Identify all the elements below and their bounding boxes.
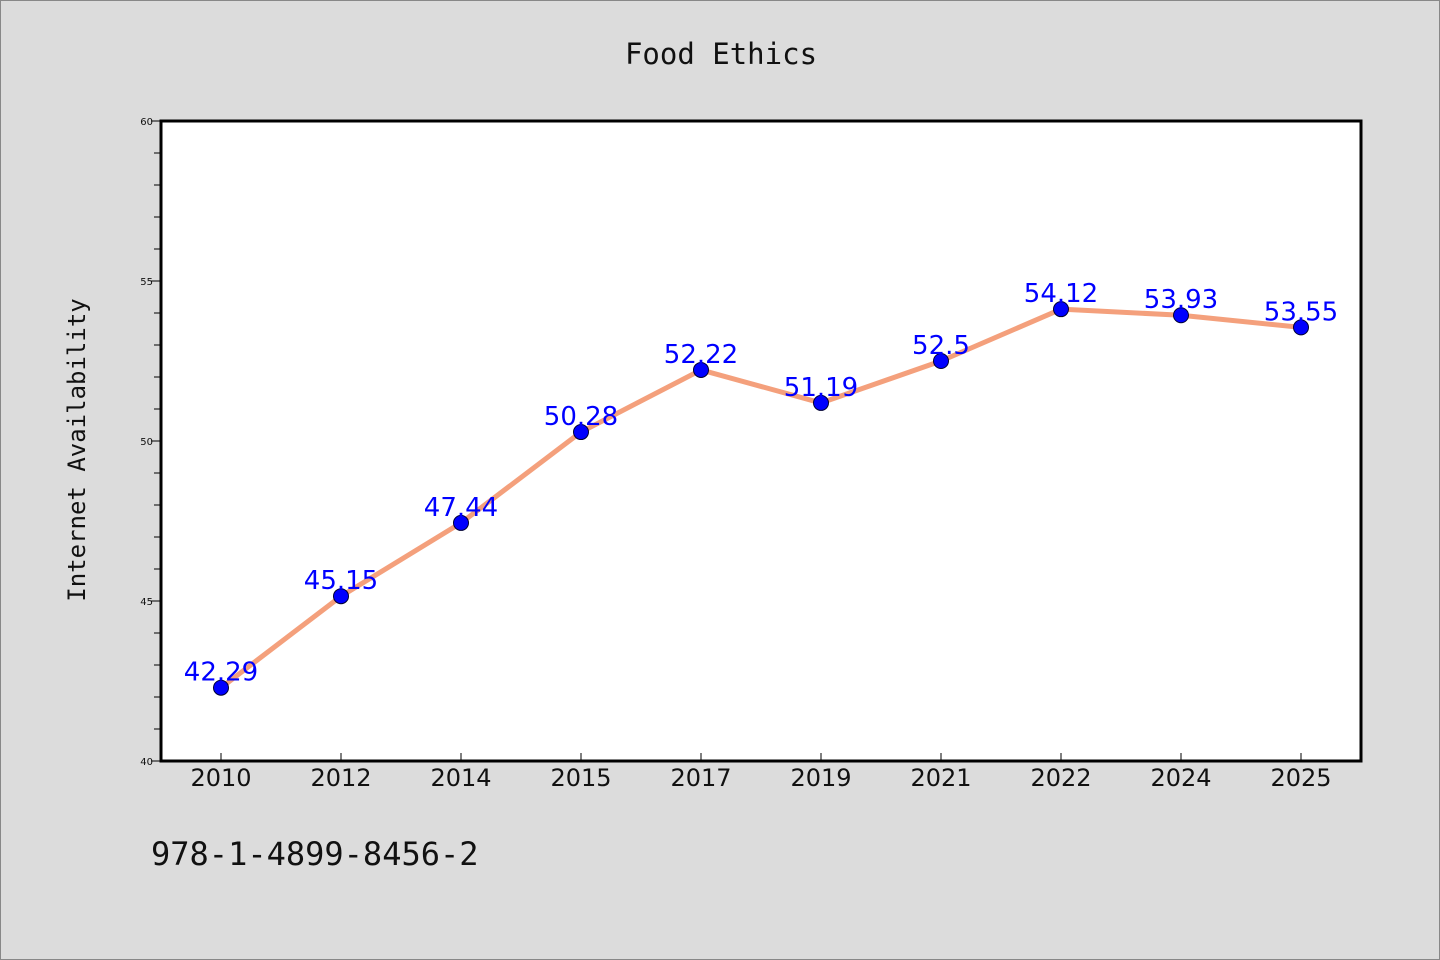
x-tick-label: 2021 [910, 764, 971, 792]
data-label: 52.22 [664, 340, 738, 370]
data-label: 47.44 [424, 493, 498, 523]
data-point [1053, 301, 1069, 318]
data-label: 53.93 [1144, 285, 1218, 315]
y-tick-label: 45 [140, 597, 153, 608]
data-label: 42.29 [184, 658, 258, 688]
x-tick-label: 2015 [550, 764, 611, 792]
data-labels: 42.29 45.15 47.44 50.28 52.22 51.19 52.5 54.12 5… [184, 279, 1338, 688]
y-tick-label: 40 [140, 757, 153, 768]
x-tick-label: 2017 [670, 764, 731, 792]
data-point [813, 394, 829, 411]
plot-frame [159, 119, 1363, 763]
x-tick-label: 2022 [1030, 764, 1091, 792]
data-point [933, 353, 949, 369]
data-label: 50.28 [544, 402, 618, 432]
data-label: 51.19 [784, 373, 858, 403]
data-point [1293, 319, 1309, 336]
x-tick-label: 2014 [430, 764, 491, 792]
y-tick-label: 50 [140, 437, 153, 448]
data-label: 45.15 [304, 566, 378, 596]
x-tick-label: 2025 [1270, 764, 1331, 792]
x-tick-label: 2019 [790, 764, 851, 792]
data-label: 53.55 [1264, 297, 1338, 327]
x-ticks: 2010 2012 2014 2015 2017 2019 2021 2022 2024 2025 [190, 753, 1332, 792]
x-tick-label: 2012 [310, 764, 371, 792]
data-point [333, 588, 349, 605]
y-ticks: 40 45 50 55 60 [140, 117, 161, 768]
data-point [573, 424, 589, 441]
y-tick-label: 60 [140, 117, 153, 128]
y-axis-label: Internet Availability [63, 298, 91, 601]
data-point [1173, 307, 1189, 324]
data-label: 54.12 [1024, 279, 1098, 309]
data-label: 52.5 [912, 331, 970, 361]
data-markers [213, 301, 1309, 696]
data-point [453, 514, 469, 531]
chart-title: Food Ethics [625, 37, 817, 71]
data-point [213, 679, 229, 696]
series-line [218, 306, 1304, 691]
x-tick-label: 2024 [1150, 764, 1211, 792]
data-point [693, 361, 709, 378]
isbn-code: 978-1-4899-8456-2 [151, 835, 479, 873]
plot-area [161, 121, 1361, 761]
y-tick-label: 55 [140, 277, 153, 288]
x-tick-label: 2010 [190, 764, 251, 792]
